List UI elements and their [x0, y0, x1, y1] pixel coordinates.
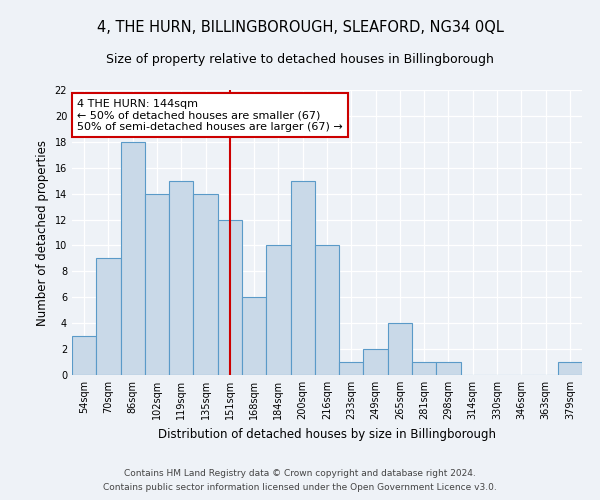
Bar [193, 194, 218, 375]
Bar [388, 323, 412, 375]
Bar [436, 362, 461, 375]
Bar [266, 246, 290, 375]
Bar [364, 349, 388, 375]
Bar [145, 194, 169, 375]
Text: 4, THE HURN, BILLINGBOROUGH, SLEAFORD, NG34 0QL: 4, THE HURN, BILLINGBOROUGH, SLEAFORD, N… [97, 20, 503, 35]
Text: Contains HM Land Registry data © Crown copyright and database right 2024.: Contains HM Land Registry data © Crown c… [124, 468, 476, 477]
Bar [72, 336, 96, 375]
Bar [121, 142, 145, 375]
Bar [290, 180, 315, 375]
Bar [242, 298, 266, 375]
Bar [558, 362, 582, 375]
Text: Contains public sector information licensed under the Open Government Licence v3: Contains public sector information licen… [103, 484, 497, 492]
Bar [412, 362, 436, 375]
Text: 4 THE HURN: 144sqm
← 50% of detached houses are smaller (67)
50% of semi-detache: 4 THE HURN: 144sqm ← 50% of detached hou… [77, 98, 343, 132]
Bar [315, 246, 339, 375]
Y-axis label: Number of detached properties: Number of detached properties [36, 140, 49, 326]
Bar [96, 258, 121, 375]
Text: Size of property relative to detached houses in Billingborough: Size of property relative to detached ho… [106, 52, 494, 66]
X-axis label: Distribution of detached houses by size in Billingborough: Distribution of detached houses by size … [158, 428, 496, 440]
Bar [169, 180, 193, 375]
Bar [339, 362, 364, 375]
Bar [218, 220, 242, 375]
